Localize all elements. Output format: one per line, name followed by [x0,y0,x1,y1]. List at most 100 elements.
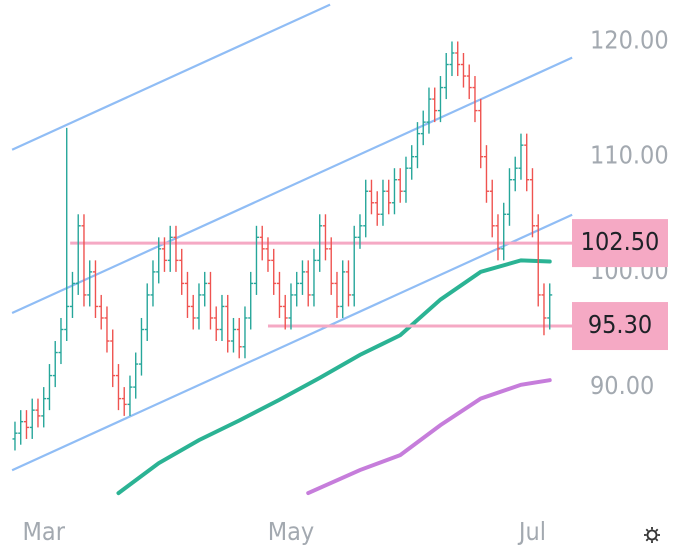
ohlc-bar [391,168,397,215]
ohlc-bar [230,317,236,353]
ohlc-bar [472,76,478,123]
ohlc-bar [202,271,208,307]
ohlc-bar [351,225,357,307]
ohlc-bar [184,271,190,318]
ohlc-bar [52,341,58,388]
ohlc-bar [501,202,507,261]
ohlc-bar [420,110,426,146]
ohlc-bar [138,317,144,376]
ohlc-bar [87,260,93,307]
ohlc-bar [121,387,127,416]
price-box [572,219,668,268]
ohlc-bar [403,156,409,203]
ohlc-bar [248,271,254,330]
ohlc-bar [64,127,70,342]
ohlc-bar [455,41,461,77]
gear-ring [646,529,658,541]
ohlc-bar [115,364,121,411]
ohlc-bar [35,398,41,428]
ohlc-bar [75,214,81,295]
plot-area [11,3,575,496]
channel-line [11,56,573,315]
ohlc-bar [409,145,415,180]
settings-icon[interactable] [644,527,660,543]
gear-teeth [644,527,660,543]
ohlc-bar [18,410,24,445]
ohlc-bar [253,225,259,295]
ohlc-bar [524,133,530,192]
ohlc-bar [190,294,196,330]
ohlc-bar [133,352,139,399]
ohlc-bar [305,260,311,307]
ohlc-bar [535,214,541,307]
ohlc-bar [345,260,351,307]
ohlc-bar [213,306,219,342]
ohlc-bar [69,271,75,318]
ohlc-bar [46,364,52,411]
ohlc-bar [432,87,438,123]
ohlc-bar [357,214,363,249]
ohlc-bar [518,133,524,180]
ohlc-bar [512,156,518,192]
ohlc-bar [127,375,133,416]
x-tick-label: May [268,517,315,546]
ohlc-bar [478,99,484,169]
ohlc-bar [334,271,340,318]
ohlc-bar [92,260,98,318]
ohlc-bar [328,237,334,295]
ohlc-bar [81,214,87,307]
ohlc-bar [311,248,317,307]
ohlc-bar [196,283,202,330]
ohlc-bar [443,52,449,100]
x-tick-label: Jul [517,517,546,546]
ohlc-bar [547,283,553,330]
ohlc-bar [460,52,466,88]
price-box [572,302,668,351]
ohlc-bar [368,179,374,215]
ohlc-bar [529,168,535,238]
price-label: 102.50 [581,227,660,256]
y-tick-label: 110.00 [590,141,669,170]
ohlc-bar [161,237,167,272]
ohlc-bar [506,168,512,226]
ohlc-bar [380,179,386,226]
ohlc-bar [156,237,162,284]
channel-line [11,3,331,151]
ohlc-bar [242,306,248,359]
ohlc-bar [219,294,225,342]
ohlc-bar [259,225,265,261]
ohlc-bar [173,225,179,272]
ohlc-bar [541,283,547,336]
ohlc-bar [23,410,29,439]
ohlc-bar [98,294,104,330]
ohlc-bar [288,283,294,330]
ohlc-bar [265,237,271,272]
ohlc-bar [386,179,392,215]
ohlc-bar [426,87,432,134]
x-tick-label: Mar [23,517,66,546]
ohlc-bar [495,214,501,261]
ohlc-bar [12,421,18,451]
ohlc-bar [374,191,380,226]
ohlc-bar [299,260,305,295]
ohlc-bar [225,294,231,353]
ohlc-bar [179,248,185,295]
moving-average [116,258,552,496]
y-tick-label: 120.00 [590,25,669,54]
ohlc-bar [150,260,156,307]
moving-average [306,378,552,496]
ohlc-bar [397,168,403,203]
ohlc-bar [322,214,328,261]
ohlc-bar [363,179,369,238]
ohlc-bar [167,225,173,272]
ohlc-bar [449,41,455,77]
ohlc-bar [276,271,282,318]
ohlc-bar [144,283,150,342]
ohlc-bar [207,271,213,330]
ohlc-bar [29,398,35,439]
ohlc-bar [282,294,288,330]
axes: Mar May Jul120.00110.00100.0090.00102.5095… [23,25,669,546]
channel-line [11,213,573,472]
ohlc-bar [489,179,495,238]
